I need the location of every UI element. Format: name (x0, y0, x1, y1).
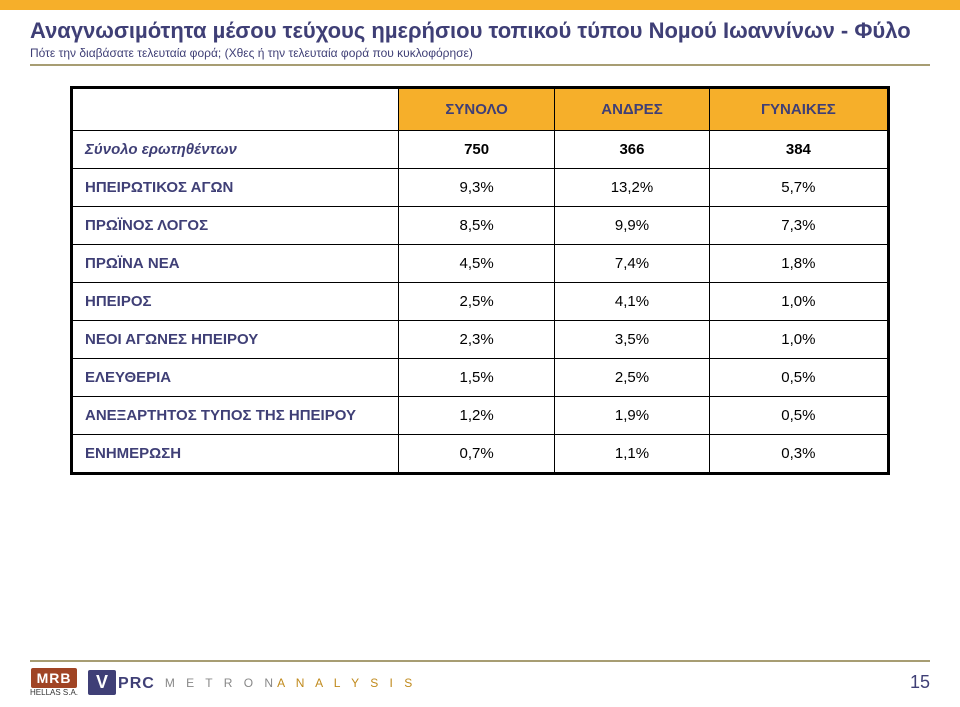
cell-value: 7,4% (555, 245, 710, 283)
logo-vprc-v: V (88, 670, 116, 695)
cell-value: 2,3% (399, 321, 555, 359)
logo-vprc-prc: PRC (118, 675, 155, 693)
data-table-wrap: ΣΥΝΟΛΟ ΑΝΔΡΕΣ ΓΥΝΑΙΚΕΣ Σύνολο ερωτηθέντω… (70, 86, 890, 475)
table-row: ΕΝΗΜΕΡΩΣΗ0,7%1,1%0,3% (73, 435, 888, 473)
content-area: Αναγνωσιµότητα µέσου τεύχους ηµερήσιου τ… (0, 10, 960, 475)
top-accent-bar (0, 0, 960, 10)
cell-value: 8,5% (399, 207, 555, 245)
logo-mrb: MRB HELLAS S.A. (30, 668, 78, 697)
cell-value: 0,3% (709, 435, 887, 473)
table-row: ΠΡΩΪΝΑ ΝΕΑ4,5%7,4%1,8% (73, 245, 888, 283)
cell-value: 3,5% (555, 321, 710, 359)
page-number: 15 (910, 672, 930, 693)
cell-value: 1,5% (399, 359, 555, 397)
logo-metron-highlight: A N A L Y S I S (277, 676, 416, 690)
cell-value: 1,2% (399, 397, 555, 435)
cell-value: 1,0% (709, 321, 887, 359)
cell-value: 7,3% (709, 207, 887, 245)
logo-vprc: V PRC (88, 670, 155, 695)
cell-value: 750 (399, 131, 555, 169)
row-label: ΠΡΩΪΝΑ ΝΕΑ (73, 245, 399, 283)
logo-mrb-text: MRB (31, 668, 78, 688)
logo-mrb-caption: HELLAS S.A. (30, 688, 78, 697)
row-label: ΗΠΕΙΡΟΣ (73, 283, 399, 321)
table-row: ΕΛΕΥΘΕΡΙΑ1,5%2,5%0,5% (73, 359, 888, 397)
header-women: ΓΥΝΑΙΚΕΣ (709, 89, 887, 131)
row-label: ΕΝΗΜΕΡΩΣΗ (73, 435, 399, 473)
row-label: ΠΡΩΪΝΟΣ ΛΟΓΟΣ (73, 207, 399, 245)
cell-value: 4,5% (399, 245, 555, 283)
cell-value: 384 (709, 131, 887, 169)
table-header-row: ΣΥΝΟΛΟ ΑΝΔΡΕΣ ΓΥΝΑΙΚΕΣ (73, 89, 888, 131)
cell-value: 1,8% (709, 245, 887, 283)
row-label: Σύνολο ερωτηθέντων (73, 131, 399, 169)
table-row: ΠΡΩΪΝΟΣ ΛΟΓΟΣ8,5%9,9%7,3% (73, 207, 888, 245)
cell-value: 2,5% (399, 283, 555, 321)
cell-value: 1,0% (709, 283, 887, 321)
cell-value: 366 (555, 131, 710, 169)
cell-value: 1,1% (555, 435, 710, 473)
page-footer: MRB HELLAS S.A. V PRC M E T R O NA N A L… (0, 660, 960, 697)
header-men: ΑΝΔΡΕΣ (555, 89, 710, 131)
table-row: ΝΕΟΙ ΑΓΩΝΕΣ ΗΠΕΙΡΟΥ2,3%3,5%1,0% (73, 321, 888, 359)
logo-metron-pre: M E T R O N (165, 676, 277, 690)
cell-value: 0,5% (709, 359, 887, 397)
cell-value: 9,3% (399, 169, 555, 207)
cell-value: 5,7% (709, 169, 887, 207)
logo-metron: M E T R O NA N A L Y S I S (165, 676, 416, 690)
row-label: ΝΕΟΙ ΑΓΩΝΕΣ ΗΠΕΙΡΟΥ (73, 321, 399, 359)
row-label: ΑΝΕΞΑΡΤΗΤΟΣ ΤΥΠΟΣ ΤΗΣ ΗΠΕΙΡΟΥ (73, 397, 399, 435)
table-row: ΗΠΕΙΡΩΤΙΚΟΣ ΑΓΩΝ9,3%13,2%5,7% (73, 169, 888, 207)
header-total: ΣΥΝΟΛΟ (399, 89, 555, 131)
header-empty (73, 89, 399, 131)
title-rule (30, 64, 930, 66)
page-title: Αναγνωσιµότητα µέσου τεύχους ηµερήσιου τ… (30, 18, 930, 44)
cell-value: 0,5% (709, 397, 887, 435)
row-label: ΕΛΕΥΘΕΡΙΑ (73, 359, 399, 397)
row-label: ΗΠΕΙΡΩΤΙΚΟΣ ΑΓΩΝ (73, 169, 399, 207)
footer-rule (30, 660, 930, 662)
table-row: ΗΠΕΙΡΟΣ2,5%4,1%1,0% (73, 283, 888, 321)
footer-logos: MRB HELLAS S.A. V PRC M E T R O NA N A L… (30, 668, 416, 697)
table-row: Σύνολο ερωτηθέντων750366384 (73, 131, 888, 169)
cell-value: 2,5% (555, 359, 710, 397)
cell-value: 4,1% (555, 283, 710, 321)
cell-value: 0,7% (399, 435, 555, 473)
data-table: ΣΥΝΟΛΟ ΑΝΔΡΕΣ ΓΥΝΑΙΚΕΣ Σύνολο ερωτηθέντω… (72, 88, 888, 473)
cell-value: 13,2% (555, 169, 710, 207)
cell-value: 1,9% (555, 397, 710, 435)
cell-value: 9,9% (555, 207, 710, 245)
page-subtitle: Πότε την διαβάσατε τελευταία φορά; (Χθες… (30, 46, 930, 60)
footer-row: MRB HELLAS S.A. V PRC M E T R O NA N A L… (0, 668, 960, 697)
table-row: ΑΝΕΞΑΡΤΗΤΟΣ ΤΥΠΟΣ ΤΗΣ ΗΠΕΙΡΟΥ1,2%1,9%0,5… (73, 397, 888, 435)
